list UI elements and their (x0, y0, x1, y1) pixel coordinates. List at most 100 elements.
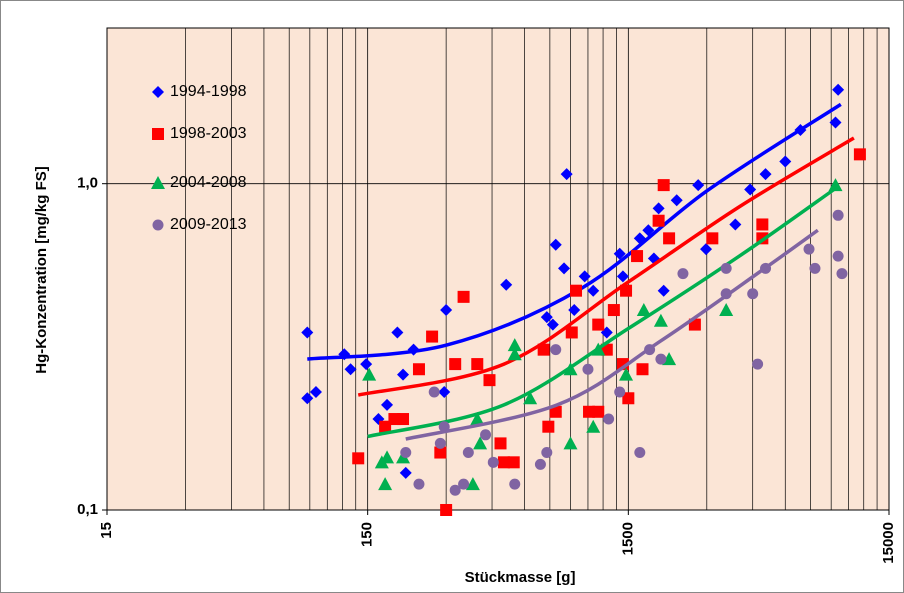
marker (670, 194, 683, 207)
marker (546, 318, 559, 331)
marker (440, 504, 453, 516)
marker (397, 368, 410, 381)
marker (578, 270, 591, 283)
y-tick-label: 0,1 (77, 501, 98, 518)
marker (426, 330, 439, 343)
y-tick-label: 1,0 (77, 175, 98, 192)
marker (832, 83, 845, 96)
marker (397, 413, 410, 426)
legend-marker (152, 86, 164, 98)
legend-marker (152, 219, 164, 231)
marker (440, 304, 453, 317)
marker (828, 178, 843, 192)
marker (583, 405, 596, 418)
marker (779, 155, 792, 168)
marker (550, 344, 562, 356)
marker (592, 318, 605, 331)
legend-label: 2004-2008 (170, 174, 247, 191)
marker (473, 436, 488, 450)
marker (706, 232, 719, 245)
marker (563, 436, 578, 450)
marker (653, 313, 668, 327)
marker (832, 250, 844, 262)
legend-label: 1998-2003 (170, 125, 247, 142)
marker (438, 421, 450, 433)
legend-marker (152, 128, 164, 140)
marker (663, 232, 676, 245)
marker (642, 224, 655, 237)
marker (470, 412, 485, 426)
marker (497, 456, 510, 469)
marker (380, 450, 395, 464)
marker (379, 420, 392, 433)
marker (507, 456, 520, 469)
marker (570, 284, 583, 297)
marker (836, 268, 848, 280)
marker (747, 288, 759, 300)
marker (507, 347, 522, 361)
marker (619, 367, 634, 381)
marker (657, 179, 670, 192)
marker (636, 363, 649, 376)
marker (655, 353, 667, 365)
marker (700, 243, 713, 256)
y-axis-label: Hg-Konzentration [mg/kg FS] (33, 166, 50, 373)
marker (719, 303, 734, 317)
marker (829, 116, 842, 129)
marker (541, 447, 553, 459)
marker (549, 405, 562, 418)
marker (352, 452, 365, 465)
x-axis-label: Stückmasse [g] (465, 569, 576, 586)
marker (853, 148, 866, 161)
marker (391, 326, 404, 339)
marker (523, 391, 538, 405)
marker (592, 405, 605, 418)
marker (692, 179, 705, 192)
marker (500, 278, 513, 291)
marker (636, 303, 651, 317)
marker (756, 218, 769, 231)
marker (565, 326, 578, 339)
marker (494, 437, 507, 450)
marker (586, 419, 601, 433)
trend-line (405, 228, 819, 441)
marker (677, 268, 689, 280)
marker (634, 447, 646, 459)
marker (616, 270, 629, 283)
marker (534, 458, 546, 470)
marker (560, 168, 573, 181)
marker (400, 447, 412, 459)
marker (549, 238, 562, 251)
marker (652, 202, 665, 215)
x-tick-label: 1500 (619, 522, 636, 555)
marker (457, 290, 470, 303)
marker (413, 478, 425, 490)
marker (587, 284, 600, 297)
marker (360, 358, 373, 371)
marker (582, 363, 594, 375)
trend-line (357, 136, 855, 397)
marker (487, 456, 499, 468)
marker (832, 209, 844, 221)
marker (458, 478, 470, 490)
marker (301, 326, 314, 339)
marker (362, 367, 377, 381)
marker (540, 311, 553, 324)
marker (614, 386, 626, 398)
trend-line (367, 186, 838, 439)
legend-marker (151, 176, 165, 189)
marker (465, 477, 480, 491)
marker (381, 398, 394, 411)
marker (462, 447, 474, 459)
legend-label: 2009-2013 (170, 216, 247, 233)
x-tick-label: 150 (359, 522, 376, 547)
marker (631, 250, 644, 263)
marker (507, 338, 522, 352)
marker (603, 413, 615, 425)
marker (542, 420, 555, 433)
marker (412, 363, 425, 376)
marker (449, 484, 461, 496)
marker (607, 304, 620, 317)
marker (657, 284, 670, 297)
plot-area (107, 28, 889, 510)
